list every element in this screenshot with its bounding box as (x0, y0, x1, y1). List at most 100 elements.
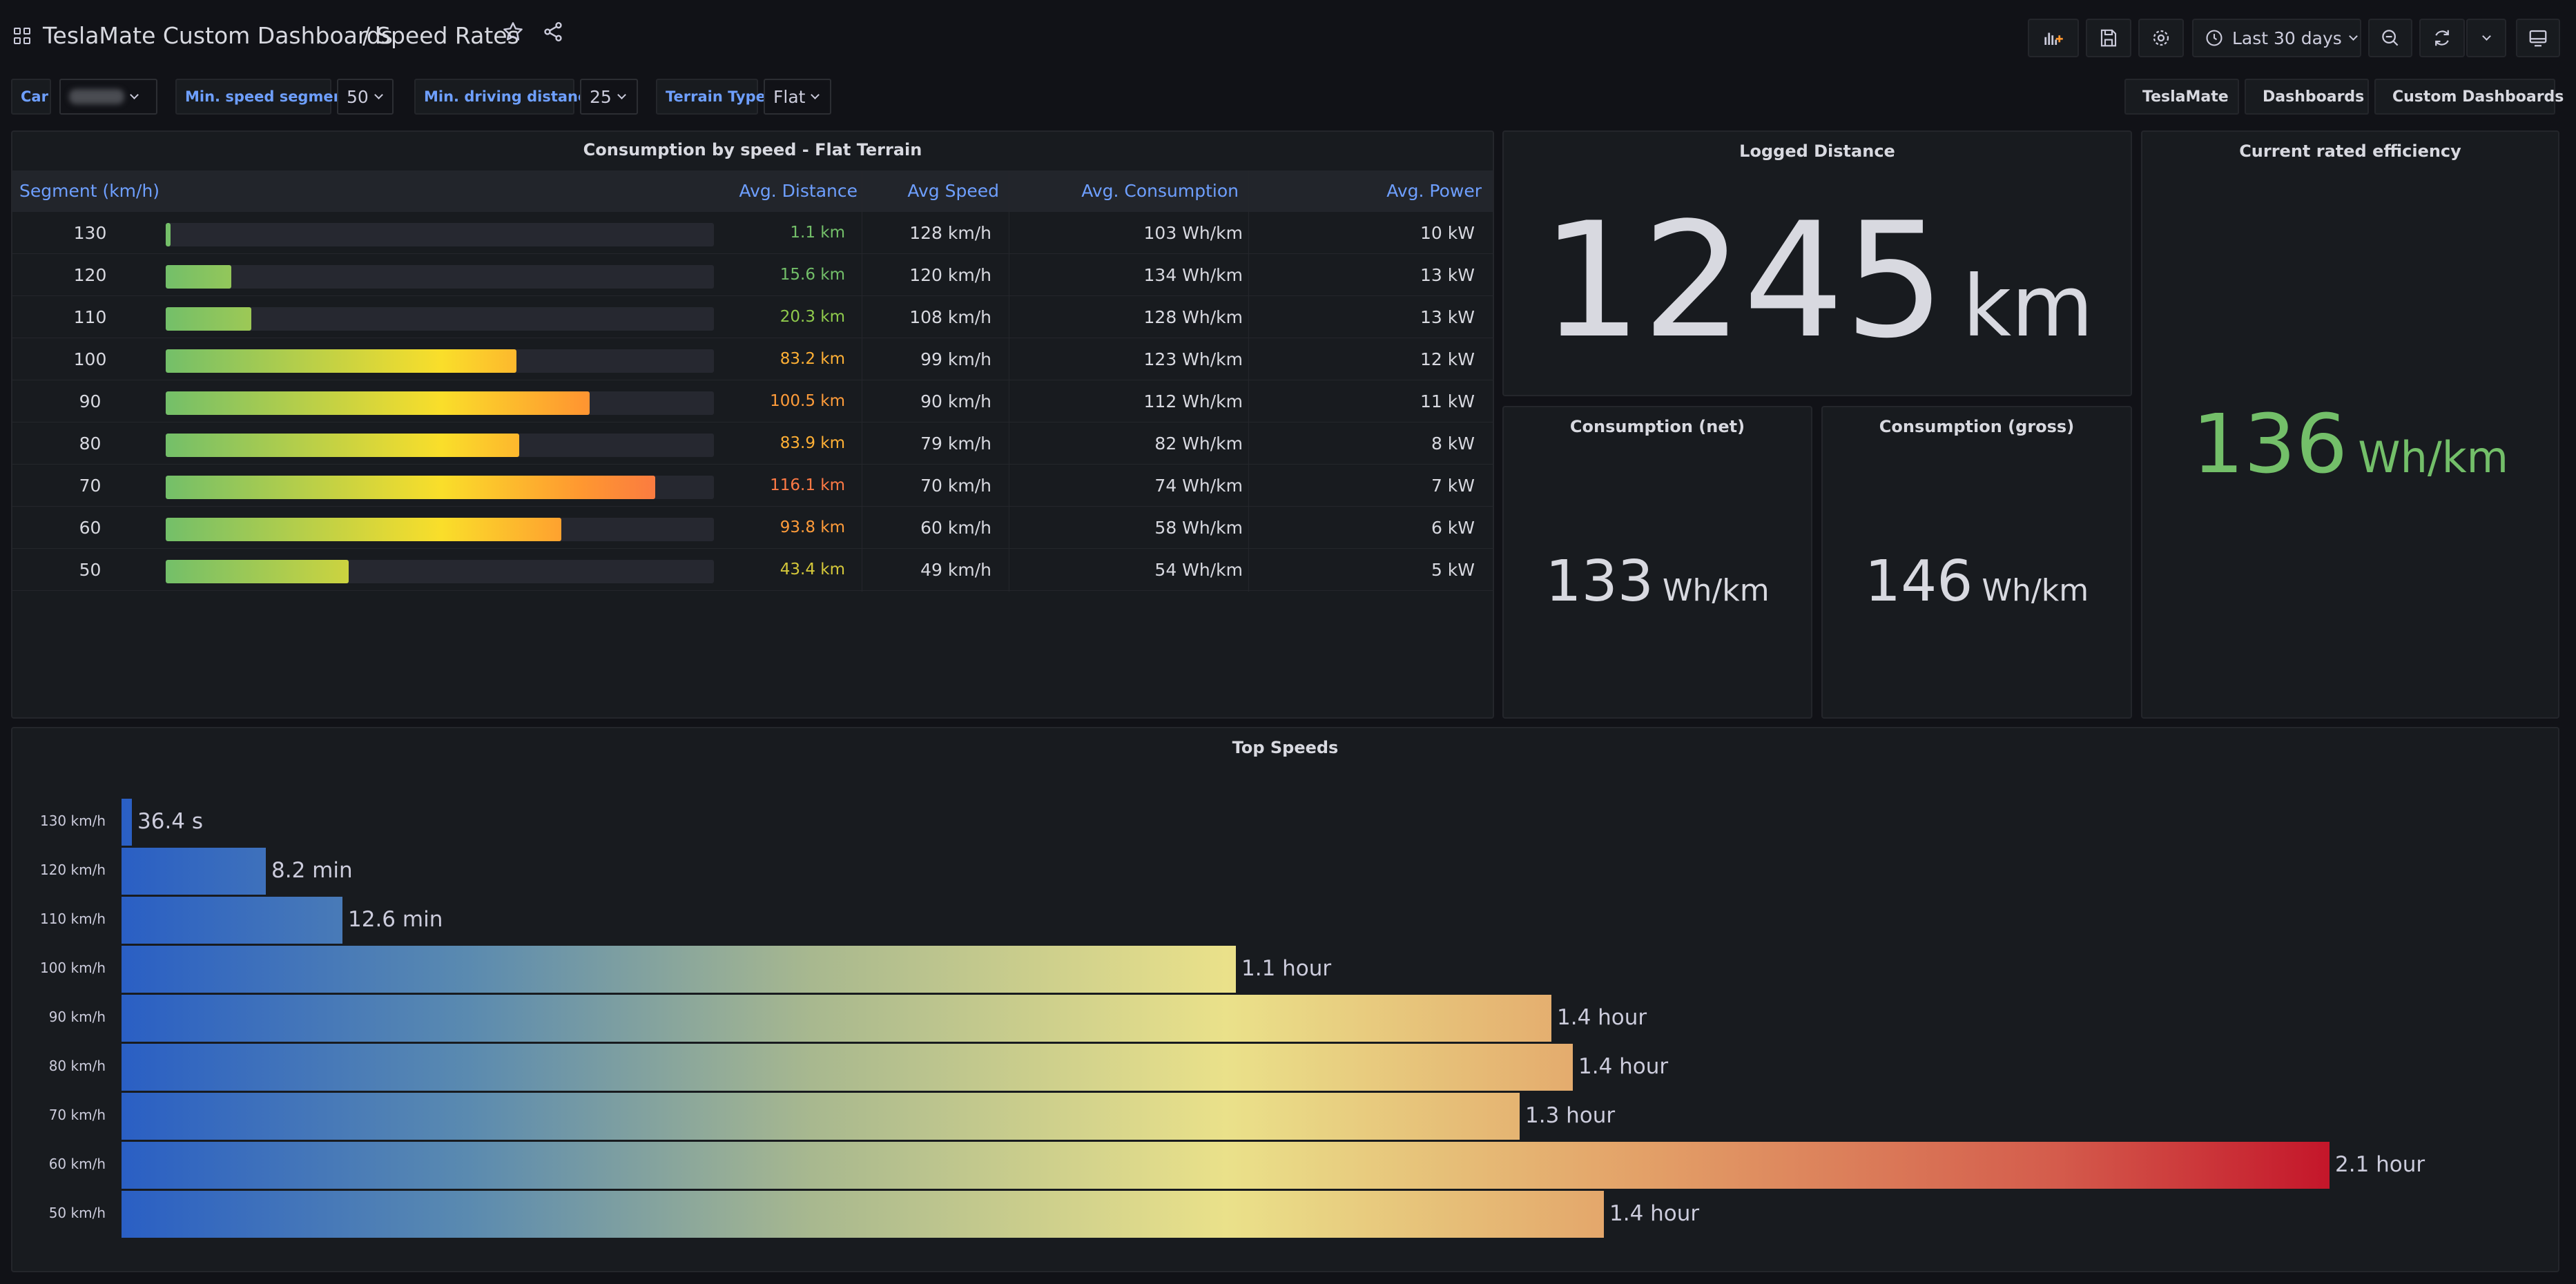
add-panel-button[interactable] (2028, 19, 2079, 57)
top-speed-value-label: 2.1 hour (2335, 1152, 2425, 1177)
dashboard-link-dashboards[interactable]: Dashboards (2245, 79, 2369, 115)
min-speed-select[interactable]: 50 (337, 79, 394, 115)
consumption-cell: 54 Wh/km (1154, 560, 1243, 580)
power-cell: 13 kW (1420, 265, 1475, 285)
power-cell: 8 kW (1431, 434, 1475, 454)
column-header-distance[interactable]: Avg. Distance (739, 181, 858, 201)
power-cell: 7 kW (1431, 476, 1475, 496)
chevron-down-icon (2348, 32, 2358, 41)
top-speed-value-label: 36.4 s (137, 809, 204, 834)
top-speed-bar[interactable] (122, 799, 132, 846)
panel-title: Consumption (gross) (1879, 417, 2075, 436)
segment-cell: 80 (79, 434, 101, 454)
add-panel-icon (2044, 32, 2063, 45)
distance-cell: 93.8 km (779, 518, 845, 536)
apps-icon[interactable] (14, 28, 32, 46)
zoom-out-icon (2382, 30, 2399, 46)
top-speed-value-label: 12.6 min (348, 907, 443, 932)
rated-efficiency-panel: Current rated efficiency 136 Wh/km (2141, 130, 2559, 719)
breadcrumb-parent[interactable]: TeslaMate Custom Dashboards (43, 22, 394, 49)
refresh-interval-dropdown[interactable] (2466, 19, 2506, 57)
stat-unit: Wh/km (1663, 573, 1770, 608)
top-speed-axis-label: 130 km/h (39, 813, 106, 829)
dashboard-link-label: TeslaMate (2142, 88, 2229, 106)
table-row: 100 83.2 km 99 km/h 123 Wh/km 12 kW (12, 338, 1493, 380)
top-speed-bar[interactable] (122, 848, 266, 895)
top-speed-value-label: 1.3 hour (1525, 1103, 1616, 1128)
table-row: 60 93.8 km 60 km/h 58 Wh/km 6 kW (12, 507, 1493, 549)
time-range-picker[interactable]: Last 30 days (2192, 19, 2361, 57)
segment-cell: 60 (79, 518, 101, 538)
top-speed-value-label: 1.4 hour (1578, 1054, 1669, 1079)
top-speed-axis-label: 50 km/h (48, 1205, 106, 1221)
car-name-redacted (69, 89, 124, 104)
zoom-out-button[interactable] (2368, 19, 2412, 57)
min-speed-value: 50 (347, 86, 369, 107)
consumption-net-value: 133 Wh/km (1504, 551, 1811, 622)
top-speed-axis-label: 120 km/h (39, 862, 106, 878)
distance-bar-gauge (166, 223, 714, 246)
top-speed-axis-label: 70 km/h (48, 1107, 106, 1123)
chevron-down-icon (811, 90, 820, 99)
refresh-button[interactable] (2419, 19, 2465, 57)
distance-cell: 83.9 km (779, 434, 845, 452)
consumption-cell: 123 Wh/km (1143, 349, 1243, 369)
dashboard-settings-button[interactable] (2138, 19, 2184, 57)
min-distance-variable-label: Min. driving distance (414, 79, 597, 115)
consumption-cell: 128 Wh/km (1143, 307, 1243, 327)
segment-cell: 70 (79, 476, 101, 496)
distance-cell: 43.4 km (779, 561, 845, 578)
table-row: 120 15.6 km 120 km/h 134 Wh/km 13 kW (12, 254, 1493, 296)
speed-cell: 108 km/h (909, 307, 991, 327)
dashboard-link-custom[interactable]: Custom Dashboards (2374, 79, 2564, 115)
min-distance-select[interactable]: 25 (580, 79, 638, 115)
speed-cell: 79 km/h (920, 434, 991, 454)
segment-cell: 90 (79, 391, 101, 411)
distance-bar-fill (166, 391, 590, 415)
top-speed-value-label: 1.4 hour (1557, 1005, 1647, 1030)
distance-cell: 15.6 km (779, 266, 845, 284)
top-speed-bar[interactable] (122, 995, 1551, 1042)
speed-cell: 120 km/h (909, 265, 991, 285)
consumption-cell: 134 Wh/km (1143, 265, 1243, 285)
top-speed-value-label: 1.4 hour (1609, 1201, 1700, 1226)
terrain-select[interactable]: Flat (764, 79, 831, 115)
table-row: 90 100.5 km 90 km/h 112 Wh/km 11 kW (12, 380, 1493, 422)
power-cell: 10 kW (1420, 223, 1475, 243)
top-speed-bar[interactable] (122, 897, 342, 944)
terrain-value: Flat (773, 86, 806, 107)
column-header-segment[interactable]: Segment (km/h) (19, 181, 160, 201)
top-speed-bar[interactable] (122, 1044, 1573, 1091)
table-row: 70 116.1 km 70 km/h 74 Wh/km 7 kW (12, 465, 1493, 507)
top-speed-axis-label: 110 km/h (39, 911, 106, 927)
column-header-power[interactable]: Avg. Power (1386, 181, 1482, 201)
tv-mode-button[interactable] (2516, 19, 2560, 57)
distance-bar-gauge (166, 349, 714, 373)
top-speed-bar[interactable] (122, 1142, 2330, 1189)
star-icon[interactable] (502, 21, 524, 50)
top-speed-bar[interactable] (122, 1191, 1604, 1238)
top-speed-bar[interactable] (122, 946, 1236, 993)
distance-bar-fill (166, 518, 561, 541)
panel-title: Consumption by speed - Flat Terrain (583, 140, 922, 159)
distance-bar-gauge (166, 265, 714, 289)
column-header-consumption[interactable]: Avg. Consumption (1081, 181, 1239, 201)
distance-cell: 83.2 km (779, 350, 845, 368)
dashboard-link-teslamate[interactable]: TeslaMate (2124, 79, 2239, 115)
dashboard-link-label: Custom Dashboards (2392, 88, 2564, 106)
power-cell: 11 kW (1420, 391, 1475, 411)
car-select[interactable] (59, 79, 157, 115)
top-speed-axis-label: 100 km/h (39, 960, 106, 976)
column-header-speed[interactable]: Avg Speed (907, 181, 999, 201)
distance-bar-fill (166, 307, 251, 331)
table-header: Segment (km/h) Avg. Distance Avg Speed A… (12, 171, 1493, 212)
save-icon (2100, 29, 2117, 47)
top-speed-bar[interactable] (122, 1093, 1520, 1140)
distance-bar-fill (166, 476, 655, 499)
top-speed-axis-label: 80 km/h (48, 1058, 106, 1074)
distance-cell: 20.3 km (779, 308, 845, 326)
power-cell: 5 kW (1431, 560, 1475, 580)
distance-bar-fill (166, 434, 519, 457)
save-dashboard-button[interactable] (2086, 19, 2131, 57)
share-icon[interactable] (542, 21, 564, 50)
